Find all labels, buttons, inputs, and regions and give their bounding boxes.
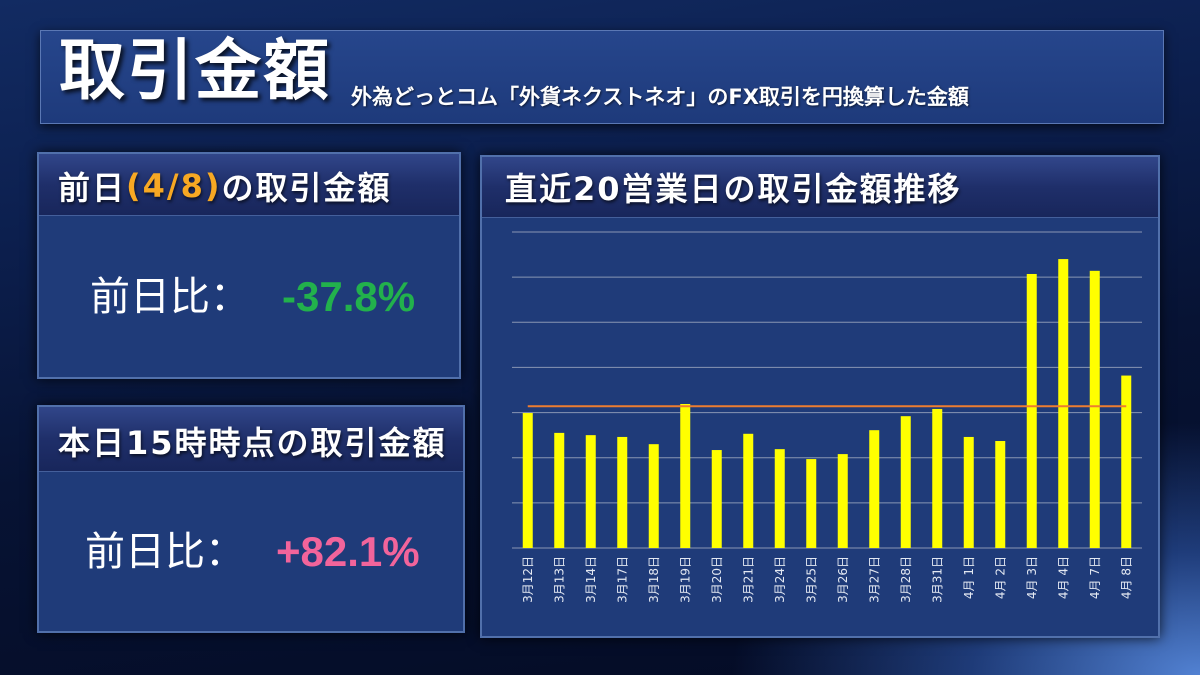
bar-18 xyxy=(1058,259,1069,548)
prev-day-comparison-label: 前日比： xyxy=(90,273,250,320)
prev-day-title-date: (4/8) xyxy=(126,167,222,205)
today-panel-body: 前日比： +82.1% xyxy=(39,472,463,631)
x-tick-label: 3月27日 xyxy=(867,556,881,603)
x-tick-label: 4月 8日 xyxy=(1119,556,1133,599)
x-tick-label: 3月28日 xyxy=(899,556,913,603)
bar-3 xyxy=(585,435,596,548)
prev-day-title-suffix: の取引金額 xyxy=(221,169,392,207)
x-tick-label: 3月20日 xyxy=(710,556,724,603)
x-tick-label: 4月 1日 xyxy=(962,556,976,599)
bar-2 xyxy=(554,432,565,548)
x-tick-label: 3月21日 xyxy=(741,556,755,603)
prev-day-panel-title: 前日 (4/8) の取引金額 xyxy=(39,154,459,216)
x-tick-label: 3月17日 xyxy=(615,556,629,603)
trend-panel: 直近20営業日の取引金額推移 3月12日 3月13日 3月14日 3月17日 3月18日… xyxy=(480,155,1160,638)
bar-12 xyxy=(869,430,880,548)
prev-day-panel-body: 前日比： -37.8% xyxy=(39,216,459,377)
bar-17 xyxy=(1026,273,1037,548)
bar-8 xyxy=(743,433,754,548)
bar-7 xyxy=(711,450,722,548)
x-tick-label: 3月25日 xyxy=(804,556,818,603)
prev-day-panel: 前日 (4/8) の取引金額 前日比： -37.8% xyxy=(37,152,461,379)
header-bar: 取引金額 外為どっとコム「外貨ネクストネオ」のFX取引を円換算した金額 xyxy=(40,30,1164,124)
page-subtitle: 外為どっとコム「外貨ネクストネオ」のFX取引を円換算した金額 xyxy=(351,85,969,109)
bar-14 xyxy=(932,408,943,548)
x-tick-label: 3月12日 xyxy=(521,556,535,603)
bar-13 xyxy=(900,416,911,548)
bar-15 xyxy=(963,436,974,548)
x-tick-label: 3月18日 xyxy=(647,556,661,603)
x-tick-label: 3月24日 xyxy=(773,556,787,603)
today-panel: 本日15時時点の取引金額 前日比： +82.1% xyxy=(37,405,465,633)
x-tick-label: 3月14日 xyxy=(584,556,598,603)
trend-bar-chart: 3月12日 3月13日 3月14日 3月17日 3月18日 3月19日 3月20日 3月21日… xyxy=(512,231,1142,603)
bar-1 xyxy=(522,413,533,548)
bar-19 xyxy=(1089,270,1100,548)
prev-day-title-prefix: 前日 xyxy=(58,169,127,207)
bar-6 xyxy=(680,403,691,548)
x-tick-label: 4月 7日 xyxy=(1088,556,1102,599)
x-tick-label: 3月13日 xyxy=(552,556,566,603)
bar-10 xyxy=(806,459,817,548)
bar-20 xyxy=(1121,375,1132,548)
bar-11 xyxy=(837,454,848,548)
today-comparison-value: +82.1% xyxy=(276,527,420,575)
prev-day-comparison-value: -37.8% xyxy=(282,272,416,320)
bar-5 xyxy=(648,444,659,548)
x-tick-label: 3月26日 xyxy=(836,556,850,603)
bar-16 xyxy=(995,441,1006,548)
bar-4 xyxy=(617,436,628,548)
x-tick-label: 3月31日 xyxy=(930,556,944,603)
today-comparison-label: 前日比： xyxy=(85,528,245,575)
x-tick-label: 4月 3日 xyxy=(1025,556,1039,599)
x-tick-label: 4月 2日 xyxy=(993,556,1007,599)
page-title: 取引金額 xyxy=(59,32,331,109)
today-panel-title: 本日15時時点の取引金額 xyxy=(39,407,463,472)
x-tick-label: 4月 4日 xyxy=(1056,556,1070,599)
trend-panel-title: 直近20営業日の取引金額推移 xyxy=(482,157,1158,218)
bar-9 xyxy=(774,449,785,548)
x-tick-label: 3月19日 xyxy=(678,556,692,603)
